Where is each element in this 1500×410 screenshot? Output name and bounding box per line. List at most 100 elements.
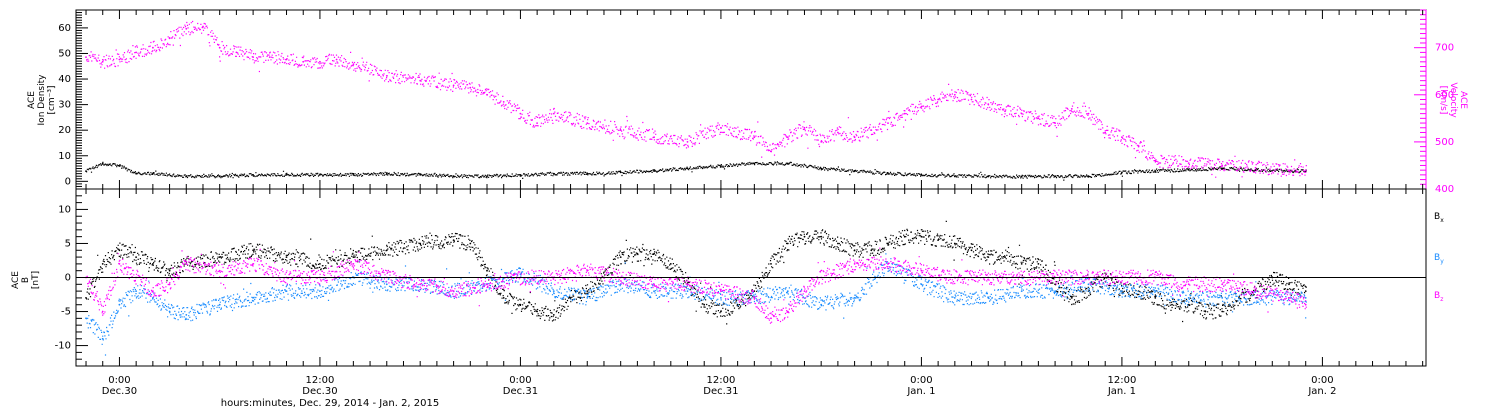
series-bx	[85, 220, 1307, 325]
right-tick-label: 500	[1435, 137, 1454, 148]
data-point	[419, 283, 422, 286]
data-point	[1054, 290, 1056, 292]
data-point	[519, 303, 522, 306]
b-axis-label-line: ACE	[11, 271, 21, 289]
data-point	[135, 290, 138, 292]
data-point	[1121, 171, 1123, 174]
left-tick-label: 50	[58, 48, 71, 59]
data-points	[86, 220, 1307, 325]
right-tick-label: 700	[1435, 43, 1454, 54]
data-point	[252, 263, 255, 265]
data-point	[285, 174, 288, 176]
data-point	[887, 172, 889, 175]
data-point	[1121, 136, 1123, 139]
data-point	[118, 165, 121, 167]
data-point	[970, 98, 973, 101]
data-point	[85, 170, 87, 173]
data-point	[1004, 110, 1006, 113]
data-point	[1221, 164, 1224, 167]
data-point	[720, 297, 722, 299]
data-point	[820, 235, 823, 238]
data-point	[803, 235, 806, 238]
panel-frame	[75, 9, 1427, 190]
data-point	[987, 103, 990, 106]
data-point	[1154, 159, 1157, 162]
data-point	[252, 297, 255, 299]
data-point	[720, 310, 722, 313]
series-ion-density	[85, 161, 1307, 181]
right-tick-label: 600	[1435, 90, 1454, 101]
data-point	[586, 269, 589, 272]
data-point	[218, 303, 221, 306]
data-point	[1221, 283, 1224, 286]
data-point	[803, 290, 806, 292]
data-point	[1070, 297, 1073, 299]
left-axis-label-line: [cm⁻³]	[47, 85, 57, 114]
data-point	[536, 310, 538, 313]
data-point	[636, 252, 639, 255]
data-point	[1204, 310, 1207, 313]
data-point	[185, 27, 188, 30]
data-point	[970, 249, 973, 252]
data-point	[1037, 263, 1040, 265]
data-point	[1187, 168, 1190, 171]
data-point	[118, 303, 121, 306]
right-tick-label: 400	[1435, 184, 1454, 195]
x-tick-time: 12:00	[306, 375, 335, 386]
data-point	[903, 112, 906, 115]
data-point	[185, 175, 188, 178]
data-point	[185, 263, 188, 265]
data-point	[853, 297, 856, 299]
data-point	[820, 167, 823, 170]
data-point	[1020, 112, 1023, 115]
data-point	[185, 314, 188, 316]
data-point	[152, 263, 154, 265]
data-point	[85, 317, 87, 320]
legend-entry-bx: Bx	[1434, 212, 1444, 224]
data-point	[352, 263, 355, 265]
data-point	[486, 175, 488, 178]
b-tick-label: 5	[65, 238, 71, 249]
data-point	[85, 56, 87, 58]
left-axis-label-line: Ion Density	[37, 74, 47, 126]
data-point	[887, 263, 889, 265]
data-point	[285, 58, 288, 61]
data-point	[987, 175, 990, 178]
data-point	[1054, 175, 1056, 178]
legend-symbol: B	[1434, 212, 1440, 222]
data-points	[86, 161, 1307, 181]
data-point	[452, 290, 455, 292]
data-point	[686, 141, 689, 143]
x-tick-date: Jan. 1	[1107, 386, 1136, 397]
x-tick-time: 12:00	[1108, 375, 1137, 386]
legend-entry-by: By	[1434, 253, 1444, 265]
data-point	[486, 283, 488, 286]
data-point	[419, 242, 422, 245]
data-point	[953, 175, 956, 178]
data-point	[1304, 169, 1307, 172]
data-point	[1154, 290, 1157, 292]
b-tick-label: 0	[65, 273, 71, 284]
data-point	[686, 283, 689, 286]
data-point	[1087, 112, 1090, 115]
x-tick-date: Dec.31	[703, 386, 738, 397]
data-point	[1137, 145, 1140, 148]
data-point	[319, 263, 321, 265]
data-point	[920, 235, 923, 238]
data-point	[486, 269, 488, 272]
data-point	[452, 239, 455, 242]
series-velocity	[85, 20, 1307, 178]
data-point	[1187, 303, 1190, 306]
data-point	[252, 56, 255, 58]
data-point	[218, 46, 221, 49]
data-point	[1121, 290, 1123, 292]
data-point	[753, 136, 756, 139]
data-point	[753, 297, 756, 299]
data-point	[586, 122, 589, 124]
data-point	[152, 297, 154, 299]
data-point	[519, 112, 522, 115]
data-point	[268, 56, 271, 58]
data-point	[703, 303, 706, 306]
